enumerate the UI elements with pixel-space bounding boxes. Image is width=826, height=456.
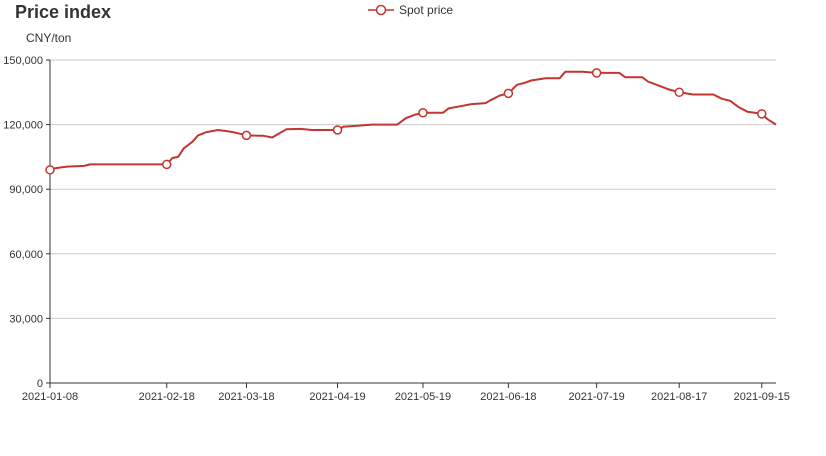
x-tick-label: 2021-02-18 (139, 391, 195, 403)
x-tick-label: 2021-01-08 (22, 391, 78, 403)
series-line-spot-price (49, 70, 777, 171)
x-tick-label: 2021-09-15 (734, 391, 790, 403)
data-point-marker (674, 87, 684, 98)
data-point-marker (418, 108, 428, 118)
data-point-marker (332, 125, 343, 135)
legend[interactable]: Spot price (368, 3, 453, 17)
x-tick-label: 2021-05-19 (395, 391, 451, 403)
legend-line-marker-icon (368, 4, 394, 16)
x-tick-label: 2021-06-18 (480, 391, 536, 403)
x-tick-label: 2021-08-17 (651, 391, 707, 403)
y-tick-label: 60,000 (9, 249, 43, 261)
data-point-marker (161, 159, 172, 170)
data-point-marker (591, 68, 602, 78)
data-point-marker (757, 109, 767, 119)
y-tick-label: 30,000 (9, 313, 43, 325)
data-point-marker (503, 88, 514, 99)
data-point-marker (241, 130, 252, 141)
x-tick-label: 2021-07-19 (568, 391, 624, 403)
x-tick-label: 2021-03-18 (218, 391, 274, 403)
y-tick-label: 120,000 (3, 120, 43, 132)
legend-label-spot-price: Spot price (399, 3, 454, 17)
x-tick-label: 2021-04-19 (309, 391, 365, 403)
data-point-marker (45, 165, 55, 175)
y-axis-unit-label: CNY/ton (26, 31, 72, 45)
y-tick-label: 150,000 (3, 55, 43, 67)
y-tick-label: 90,000 (9, 184, 43, 196)
y-tick-label: 0 (37, 378, 43, 390)
chart-title: Price index (15, 2, 112, 22)
